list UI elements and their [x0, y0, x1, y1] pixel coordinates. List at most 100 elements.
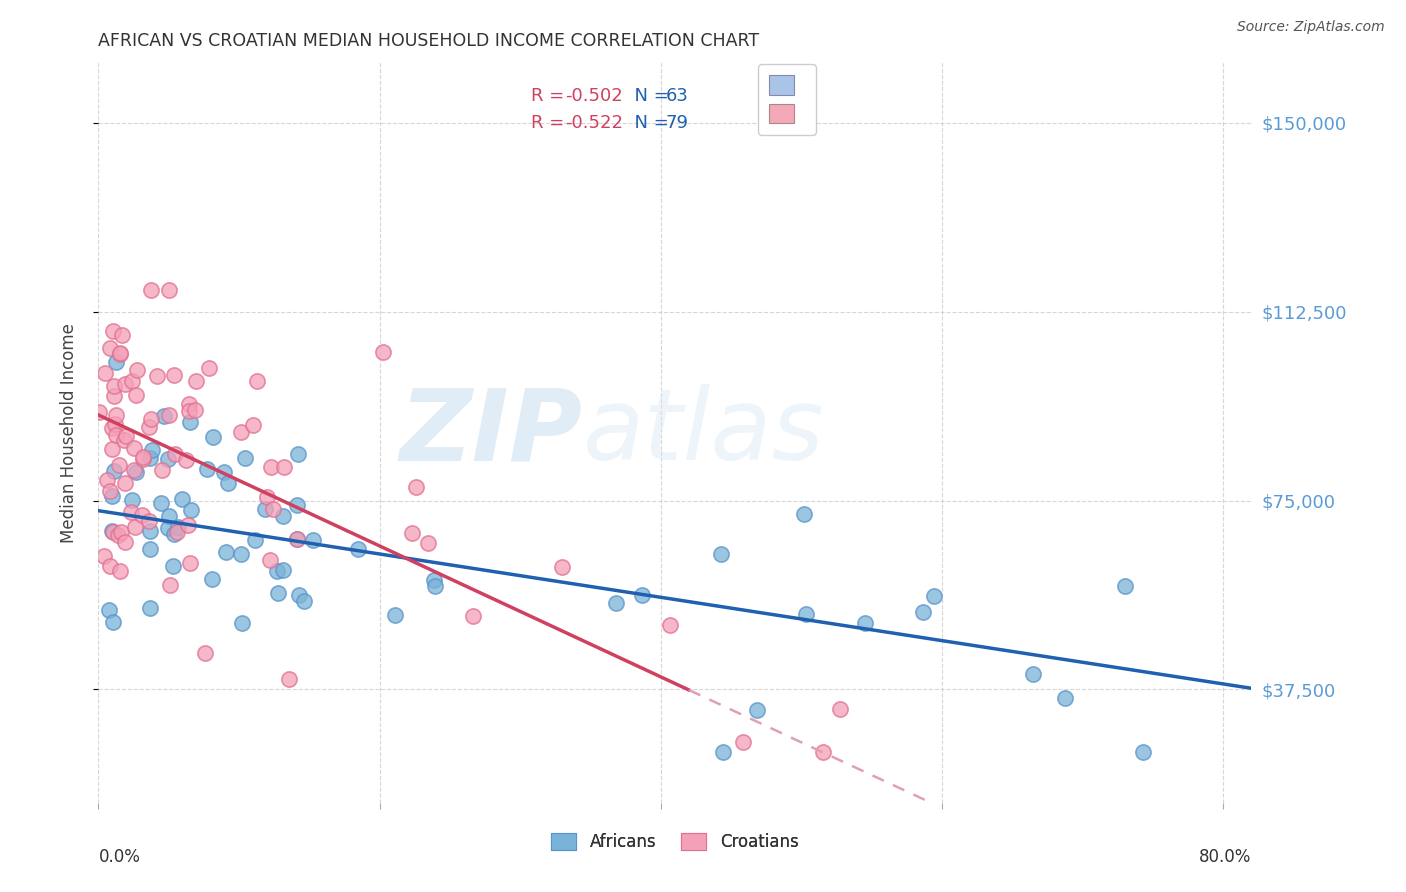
- Point: [138, 542, 160, 557]
- Point: [121, 374, 143, 388]
- Point: [139, 524, 162, 538]
- Point: [292, 594, 315, 608]
- Point: [215, 544, 238, 558]
- Point: [101, 325, 124, 339]
- Point: [277, 673, 299, 687]
- Text: 0.0%: 0.0%: [98, 848, 141, 866]
- Text: ZIP: ZIP: [399, 384, 582, 481]
- Point: [166, 525, 188, 540]
- Point: [87, 405, 110, 419]
- Point: [180, 503, 202, 517]
- Point: [912, 605, 935, 619]
- Point: [285, 532, 308, 546]
- Point: [422, 573, 444, 587]
- Point: [157, 508, 180, 523]
- Point: [177, 518, 200, 533]
- Point: [101, 524, 124, 538]
- Point: [347, 542, 370, 557]
- Point: [179, 556, 201, 570]
- Point: [103, 388, 125, 402]
- Y-axis label: Median Household Income: Median Household Income: [59, 323, 77, 542]
- Point: [302, 533, 325, 548]
- Point: [273, 460, 295, 475]
- Point: [271, 563, 294, 577]
- Point: [163, 447, 186, 461]
- Point: [114, 475, 136, 490]
- Point: [141, 412, 163, 426]
- Point: [101, 442, 124, 456]
- Point: [132, 450, 155, 465]
- Point: [605, 596, 627, 610]
- Point: [711, 746, 734, 760]
- Point: [103, 464, 125, 478]
- Point: [630, 588, 652, 602]
- Point: [212, 466, 235, 480]
- Point: [156, 521, 179, 535]
- Point: [184, 375, 207, 389]
- Point: [233, 450, 256, 465]
- Text: N =: N =: [623, 87, 675, 104]
- Point: [384, 608, 406, 623]
- Point: [120, 505, 142, 519]
- Point: [125, 362, 148, 376]
- Point: [104, 428, 127, 442]
- Point: [93, 549, 115, 563]
- Point: [828, 702, 851, 716]
- Point: [167, 520, 190, 534]
- Point: [146, 368, 169, 383]
- Text: -0.502: -0.502: [565, 87, 623, 104]
- Point: [201, 572, 224, 586]
- Point: [658, 618, 681, 632]
- Point: [159, 408, 181, 422]
- Legend: Africans, Croatians: Africans, Croatians: [544, 826, 806, 857]
- Point: [259, 553, 281, 567]
- Point: [263, 501, 285, 516]
- Point: [273, 508, 295, 523]
- Point: [157, 283, 180, 297]
- Point: [287, 532, 309, 546]
- Point: [101, 615, 124, 629]
- Point: [731, 735, 754, 749]
- Point: [163, 527, 186, 541]
- Point: [287, 447, 309, 461]
- Point: [107, 527, 129, 541]
- Point: [111, 327, 134, 342]
- Point: [1114, 579, 1136, 593]
- Text: R =: R =: [531, 87, 569, 104]
- Point: [405, 480, 427, 494]
- Point: [922, 589, 945, 603]
- Point: [141, 443, 163, 458]
- Text: -0.522: -0.522: [565, 114, 623, 132]
- Point: [266, 564, 288, 578]
- Point: [245, 374, 267, 388]
- Point: [101, 489, 124, 503]
- Point: [105, 355, 128, 369]
- Point: [139, 450, 162, 465]
- Point: [152, 463, 174, 477]
- Point: [138, 420, 160, 434]
- Text: R =: R =: [531, 114, 569, 132]
- Point: [100, 421, 122, 435]
- Point: [114, 535, 136, 549]
- Point: [156, 452, 179, 467]
- Point: [285, 498, 308, 512]
- Point: [1054, 690, 1077, 705]
- Point: [138, 514, 160, 528]
- Point: [124, 520, 146, 534]
- Point: [195, 462, 218, 476]
- Point: [1132, 746, 1154, 760]
- Point: [139, 600, 162, 615]
- Text: R =: R =: [98, 802, 101, 803]
- Point: [141, 283, 163, 297]
- Point: [98, 483, 121, 498]
- Text: AFRICAN VS CROATIAN MEDIAN HOUSEHOLD INCOME CORRELATION CHART: AFRICAN VS CROATIAN MEDIAN HOUSEHOLD INC…: [98, 32, 759, 50]
- Text: 63: 63: [665, 87, 689, 104]
- Point: [231, 547, 253, 561]
- Point: [794, 607, 817, 621]
- Point: [98, 559, 121, 574]
- Point: [112, 434, 135, 448]
- Point: [121, 493, 143, 508]
- Point: [853, 616, 876, 631]
- Point: [98, 341, 121, 355]
- Point: [197, 360, 219, 375]
